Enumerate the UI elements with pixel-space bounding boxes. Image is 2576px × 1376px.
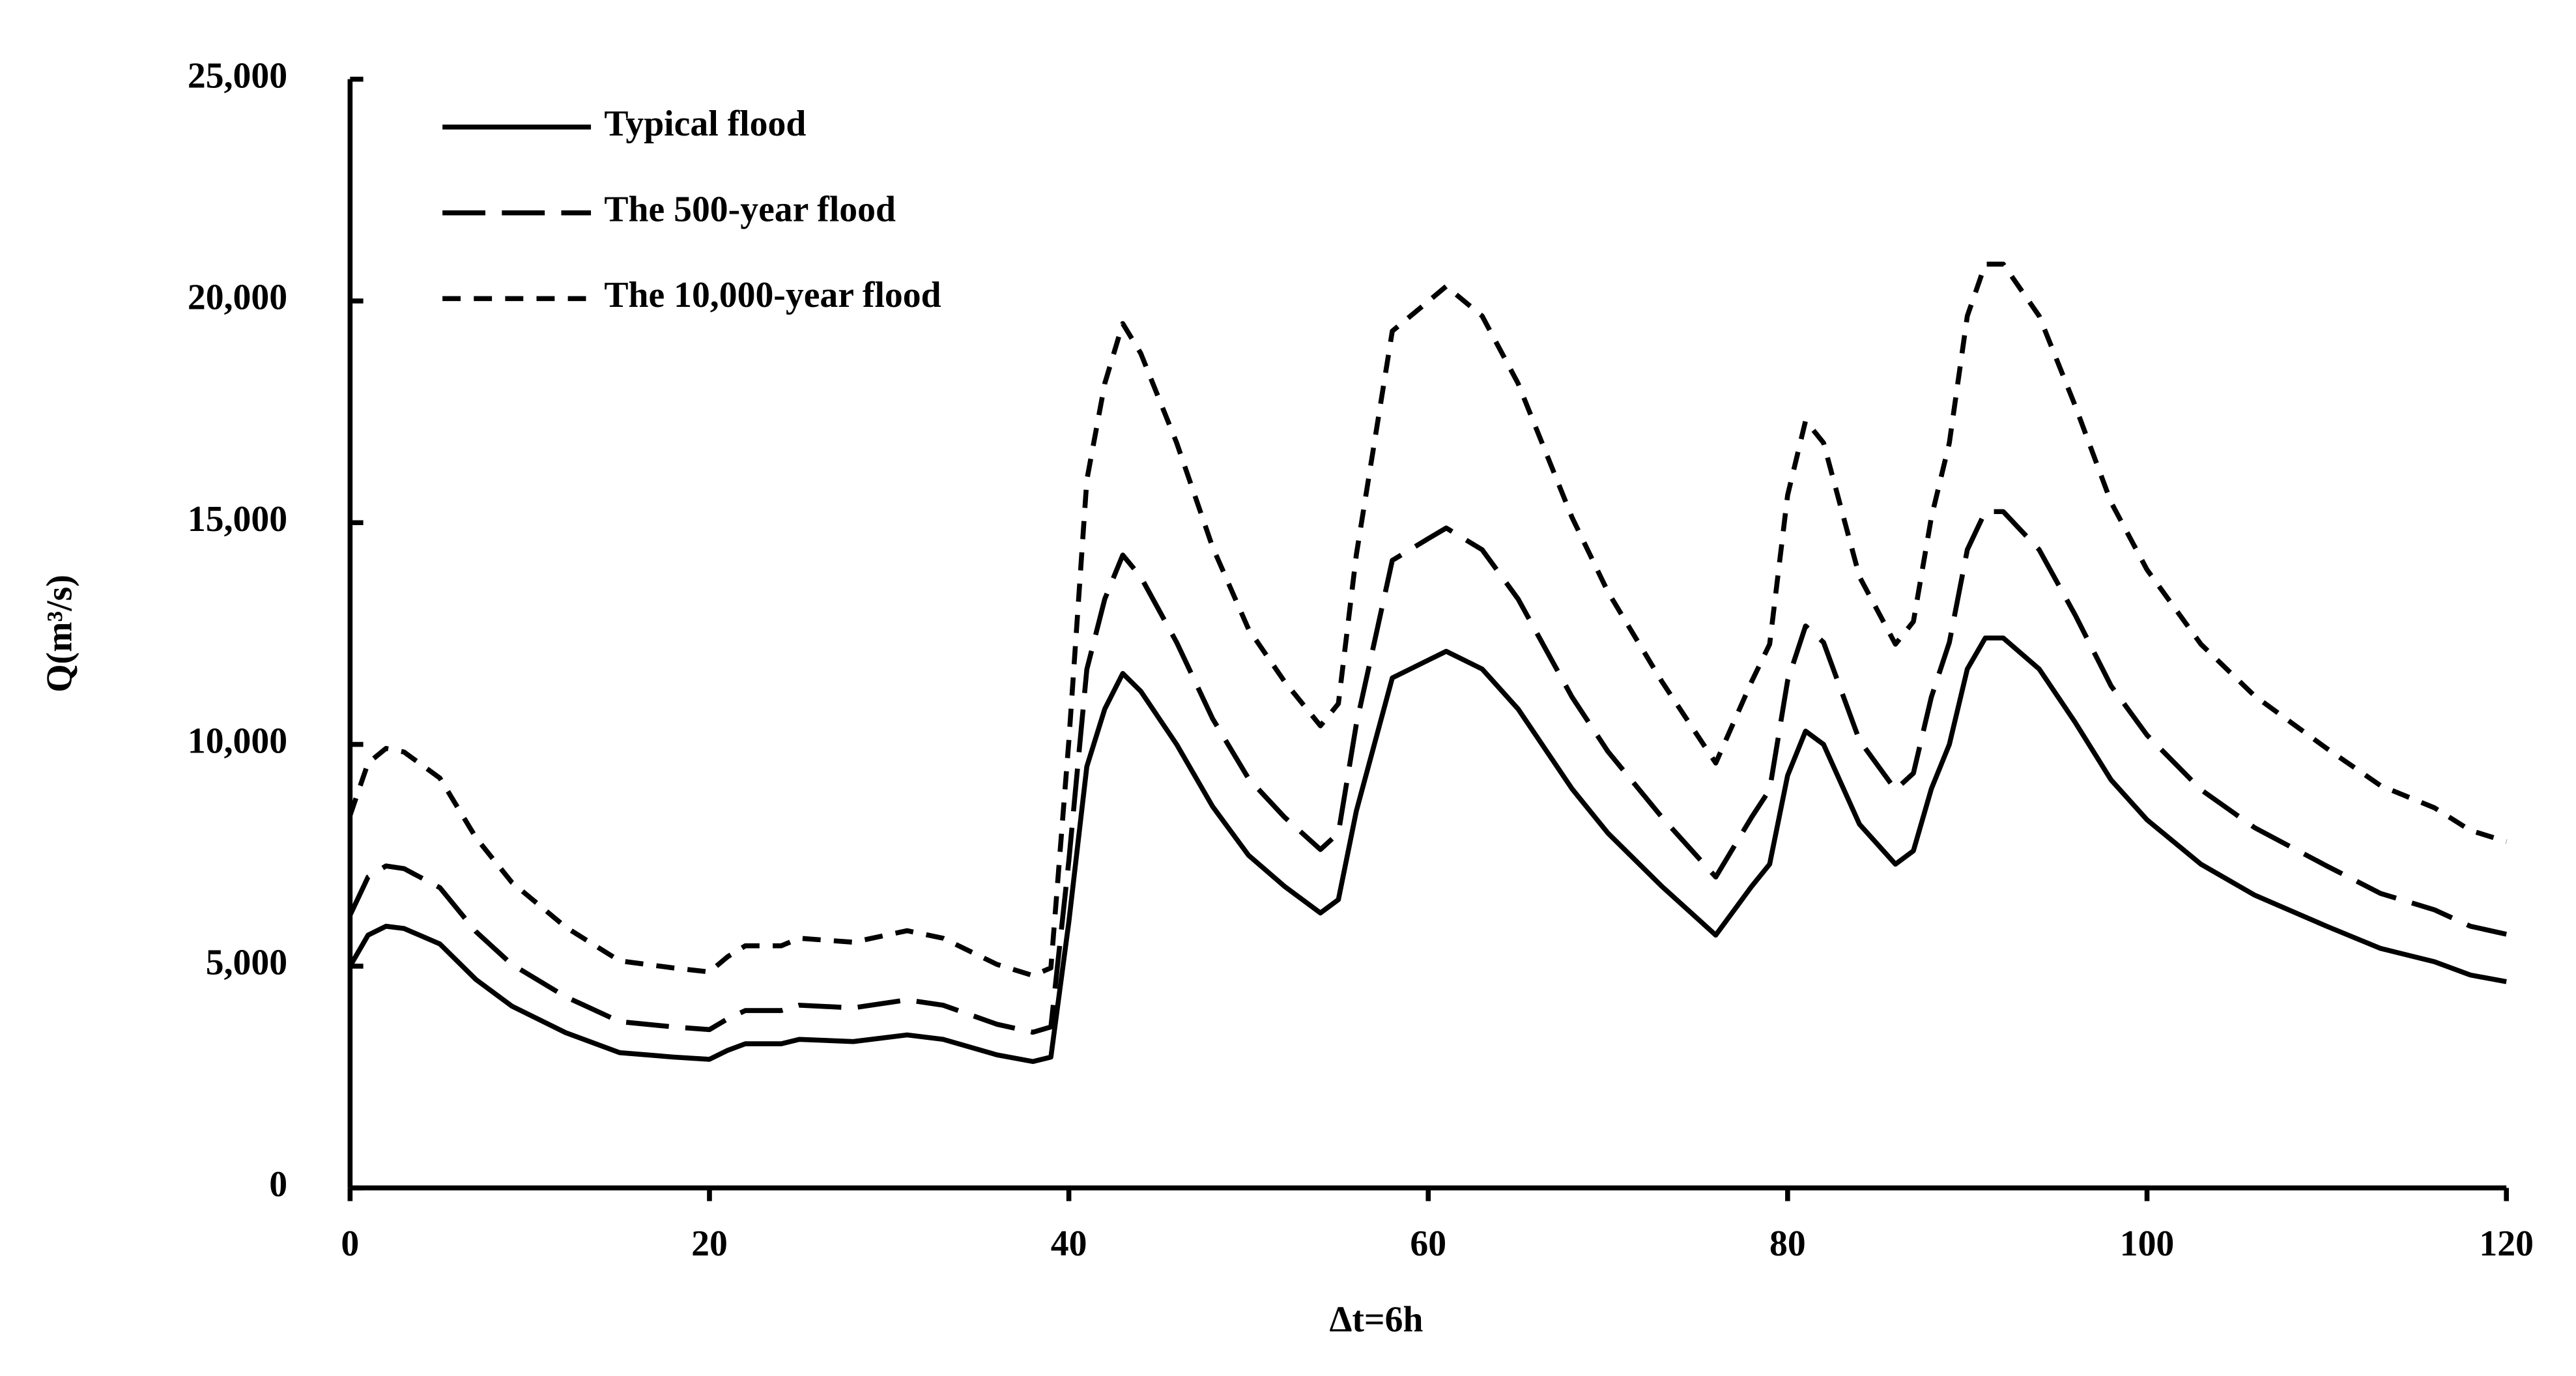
x-tick-label: 80 [1769,1224,1806,1264]
series-line [347,261,2508,979]
x-tick-label: 100 [2120,1224,2175,1264]
y-tick-label: 15,000 [188,499,287,539]
x-tick-label: 0 [341,1224,359,1264]
y-tick-label: 0 [269,1164,287,1205]
x-tick-label: 60 [1410,1224,1446,1264]
y-tick-label: 5,000 [206,943,287,983]
series-line [347,509,2507,1035]
legend-label: The 500-year flood [604,189,896,229]
y-tick-label: 20,000 [188,278,287,318]
y-tick-label: 10,000 [188,721,287,761]
y-tick-label: 25,000 [188,55,287,96]
x-tick-label: 20 [691,1224,728,1264]
x-tick-label: 40 [1051,1224,1087,1264]
x-tick-label: 120 [2479,1224,2534,1264]
series-line [348,635,2507,1065]
x-axis-label: Δt=6h [1329,1300,1423,1340]
legend-label: Typical flood [604,104,806,144]
y-axis-label: Q(m³/s) [39,575,79,693]
legend-label: The 10,000-year flood [604,275,941,315]
